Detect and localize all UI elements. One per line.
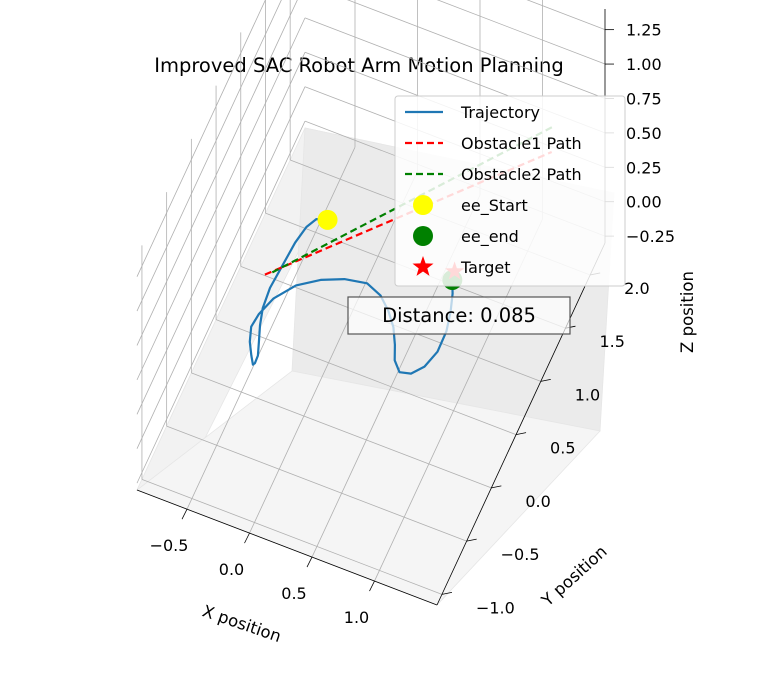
legend-item-obstacle1-path: Obstacle1 Path	[405, 134, 582, 153]
y-tick-label-4: 1.0	[575, 385, 600, 404]
y-tick-label-3: 0.5	[550, 439, 575, 458]
x-tick-label-0: −0.5	[150, 536, 189, 555]
legend-item-obstacle2-path-label: Obstacle2 Path	[461, 165, 582, 184]
y-tick-label-6: 2.0	[624, 279, 649, 298]
y-tick-4	[540, 379, 551, 382]
legend-item-ee-start: ee_Start	[413, 195, 528, 216]
x-tick-label-3: 1.0	[344, 608, 369, 627]
x-tick-3	[369, 580, 375, 592]
annotation-text: Distance: 0.085	[382, 304, 536, 327]
y-grid-bottom-1	[166, 425, 467, 542]
legend-item-target-swatch	[412, 256, 434, 276]
legend-item-trajectory: Trajectory	[405, 103, 540, 122]
legend: Trajectory Obstacle1 Path Obstacle2 Path ee…	[394, 95, 626, 287]
x-tick-label-1: 0.0	[219, 560, 244, 579]
series-ee-start-point	[317, 209, 338, 230]
z-grid-side-5	[136, 0, 282, 312]
legend-item-obstacle2-path: Obstacle2 Path	[405, 165, 582, 184]
y-tick-label-5: 1.5	[599, 332, 624, 351]
y-tick-2	[491, 485, 502, 489]
legend-item-ee-start-swatch	[413, 195, 433, 215]
x-tick-label-2: 0.5	[281, 584, 306, 603]
legend-item-ee-start-label: ee_Start	[461, 196, 528, 216]
distance-annotation: Distance: 0.085	[347, 296, 571, 335]
x-grid-bottom-1	[249, 170, 418, 534]
y-tick-label-0: −1.0	[476, 598, 515, 617]
x-tick-1	[244, 532, 250, 544]
z-tick-label-4: 0.75	[626, 89, 662, 108]
z-grid-side-4	[136, 0, 298, 346]
z-grid-back-4	[347, 0, 606, 99]
z-grid-side-0	[136, 120, 306, 484]
y-axis-label: Y position	[537, 542, 610, 611]
x-tick-2	[306, 556, 313, 568]
legend-frame	[394, 95, 626, 287]
legend-item-target-label: Target	[460, 258, 511, 277]
x-axis-label: X position	[200, 601, 284, 646]
z-grid-back-5	[436, 0, 606, 65]
legend-item-obstacle1-path-label: Obstacle1 Path	[461, 134, 582, 153]
legend-item-ee-end-label: ee_end	[461, 227, 519, 247]
legend-item-target: Target	[412, 256, 511, 277]
y-axis-line	[436, 242, 606, 606]
z-grid-side-2	[136, 52, 306, 415]
y-tick-label-2: 0.0	[525, 492, 550, 511]
z-tick-label-0: −0.25	[626, 227, 675, 246]
z-tick-label-3: 0.50	[626, 124, 662, 143]
y-tick-0	[441, 591, 453, 595]
z-grid-side-6	[136, 0, 266, 277]
z-tick-label-2: 0.25	[626, 158, 662, 177]
tick-labels: −0.5 0.0 0.5 1.0 −1.0 −0.5 0.0 0.5 1.0 1.5 2.0 −0.2…	[150, 21, 675, 627]
z-grid-side-3	[136, 17, 306, 381]
y-tick-3	[515, 432, 527, 436]
z-grid-back-6	[526, 0, 606, 31]
y-grid-bottom-2	[191, 372, 492, 489]
series-trajectory-line	[248, 218, 454, 375]
x-tick-0	[181, 508, 188, 520]
annotation-box	[347, 296, 571, 335]
z-tick-label-6: 1.25	[626, 21, 662, 40]
legend-item-trajectory-label: Trajectory	[460, 103, 540, 122]
z-tick-label-1: 0.00	[626, 193, 662, 212]
legend-item-ee-end-swatch	[413, 226, 433, 246]
x-grid-bottom-0	[186, 146, 356, 510]
z-axis-label: Z position	[678, 271, 697, 353]
chart-title: Improved SAC Robot Arm Motion Planning	[154, 54, 564, 77]
legend-item-ee-end: ee_end	[413, 226, 519, 247]
y-tick-label-1: −0.5	[501, 545, 540, 564]
y-tick-1	[466, 538, 477, 542]
z-grid-side-1	[136, 86, 306, 449]
y-grid-bottom-3	[215, 319, 517, 436]
y-grid-bottom-0	[141, 478, 443, 595]
z-tick-label-5: 1.00	[626, 55, 662, 74]
